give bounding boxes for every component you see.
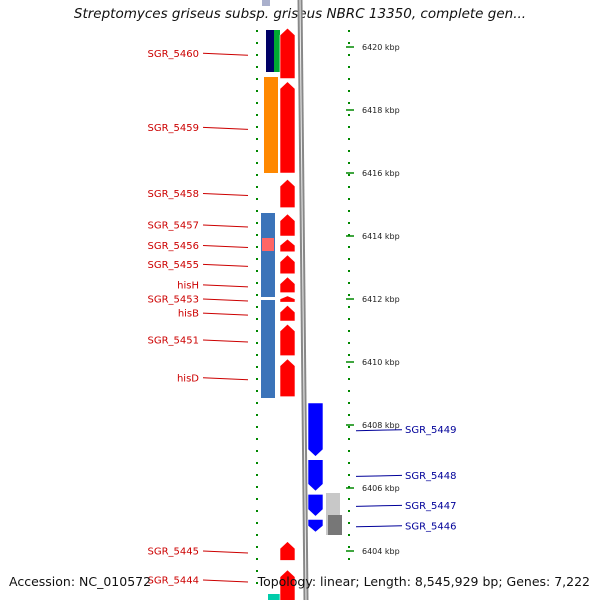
feature-boxes <box>261 0 342 600</box>
gene-arrow-SGR_5447[interactable] <box>307 493 324 517</box>
gene-arrow-SGR_5444[interactable] <box>279 569 296 600</box>
gene-labels[interactable]: SGR_5460 SGR_5459 SGR_5458 SGR_5457 SGR_5456… <box>148 49 457 587</box>
dotted-guides <box>256 30 350 590</box>
gene-label-SGR_5445[interactable]: SGR_5445 <box>148 547 200 558</box>
gene-label-SGR_5447[interactable]: SGR_5447 <box>405 501 457 512</box>
coordinate-axis: 6420 kbp 6418 kbp 6416 kbp 6414 kbp 6412 kbp… <box>346 43 400 556</box>
gene-label-SGR_5449[interactable]: SGR_5449 <box>405 425 457 436</box>
gene-label-SGR_5458[interactable]: SGR_5458 <box>148 189 200 200</box>
label-leader <box>202 224 249 228</box>
label-leader <box>202 284 249 288</box>
gene-label-SGR_5457[interactable]: SGR_5457 <box>148 220 200 231</box>
label-leader <box>202 339 249 343</box>
gene-label-SGR_5456[interactable]: SGR_5456 <box>148 241 200 252</box>
accession-text: Accession: NC_010572 <box>9 574 152 589</box>
gene-arrow-SGR_5449[interactable] <box>307 402 324 457</box>
gene-label-SGR_5453[interactable]: SGR_5453 <box>148 295 200 306</box>
gene-arrow-hisD[interactable] <box>279 358 296 397</box>
gene-label-hisH[interactable]: hisH <box>177 280 199 291</box>
genome-summary: Topology: linear; Length: 8,545,929 bp; … <box>257 574 590 589</box>
gene-arrow-SGR_5448[interactable] <box>307 459 324 492</box>
gene-label-SGR_5459[interactable]: SGR_5459 <box>148 123 200 134</box>
gene-label-SGR_5451[interactable]: SGR_5451 <box>148 335 200 346</box>
gene-label-SGR_5444[interactable]: SGR_5444 <box>148 576 200 587</box>
gene-arrow-SGR_5453[interactable] <box>279 295 296 303</box>
axis-tick-label: 6404 kbp <box>362 547 400 556</box>
axis-tick-label: 6408 kbp <box>362 421 400 430</box>
gene-arrow-SGR_5446[interactable] <box>307 519 324 533</box>
gene-arrow-hisH[interactable] <box>279 276 296 294</box>
gene-label-SGR_5455[interactable]: SGR_5455 <box>148 260 200 271</box>
gene-label-SGR_5448[interactable]: SGR_5448 <box>405 471 457 482</box>
axis-tick-label: 6420 kbp <box>362 43 400 52</box>
axis-tick-label: 6416 kbp <box>362 169 400 178</box>
gene-arrow-SGR_5458[interactable] <box>279 178 296 208</box>
gene-arrow-SGR_5460[interactable] <box>279 27 296 79</box>
gene-label-SGR_5446[interactable]: SGR_5446 <box>405 521 457 532</box>
gene-arrow-SGR_5456[interactable] <box>279 238 296 253</box>
axis-tick-label: 6412 kbp <box>362 295 400 304</box>
label-leader <box>355 474 403 477</box>
gene-arrow-SGR_5459[interactable] <box>279 81 296 174</box>
backbone-highlight <box>299 0 307 600</box>
label-leader <box>202 579 249 583</box>
gene-label-hisD[interactable]: hisD <box>177 373 199 384</box>
gene-arrow-SGR_5445[interactable] <box>279 541 296 561</box>
label-leader <box>202 312 249 316</box>
axis-tick-label: 6410 kbp <box>362 358 400 367</box>
label-leader <box>202 298 249 302</box>
axis-tick-label: 6414 kbp <box>362 232 400 241</box>
gene-arrow-SGR_5451[interactable] <box>279 323 296 357</box>
label-leader <box>202 244 249 248</box>
label-leader <box>355 504 403 507</box>
label-leader <box>202 550 249 554</box>
label-leader <box>355 429 403 432</box>
gene-label-SGR_5460[interactable]: SGR_5460 <box>148 49 200 60</box>
gene-arrow-SGR_5457[interactable] <box>279 213 296 237</box>
gene-arrow-SGR_5455[interactable] <box>279 254 296 275</box>
gene-track[interactable] <box>279 27 324 600</box>
axis-tick-label: 6418 kbp <box>362 106 400 115</box>
gene-label-hisB[interactable]: hisB <box>178 309 199 320</box>
axis-tick-label: 6406 kbp <box>362 484 400 493</box>
label-leader <box>202 263 249 267</box>
label-leader <box>202 52 249 56</box>
gene-arrow-hisB[interactable] <box>279 304 296 322</box>
label-leader <box>355 525 403 528</box>
label-leader <box>202 126 249 130</box>
label-leader <box>202 192 249 196</box>
label-leader <box>202 377 249 381</box>
